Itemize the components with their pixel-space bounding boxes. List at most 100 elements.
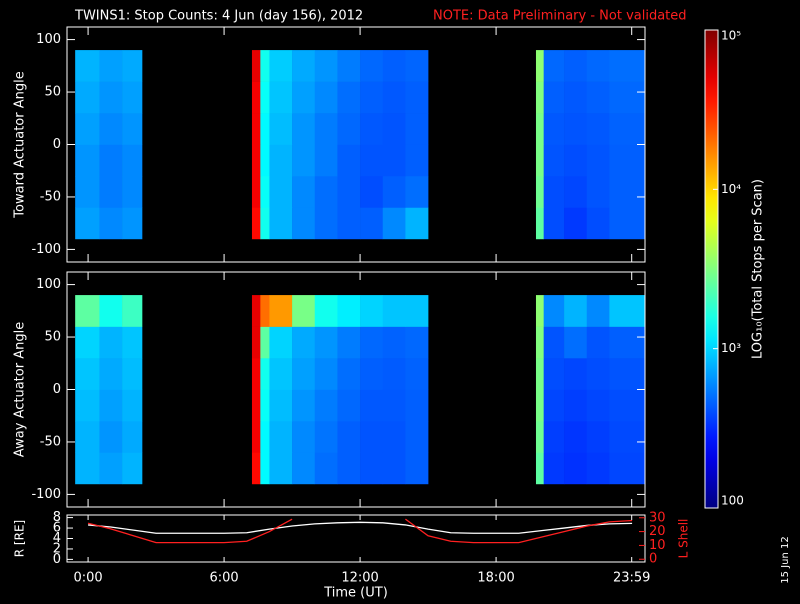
cell [360,50,384,82]
cell [564,175,588,208]
colorbar-tick-label: 10⁵ [721,29,741,43]
cell [586,81,610,114]
y-tick-label: 8 [53,510,61,525]
cell [269,207,293,240]
cell [122,420,143,453]
cell [260,326,270,359]
cell [75,389,100,422]
cell [405,389,429,422]
cell [314,452,338,485]
cell [405,452,429,485]
cell [314,389,338,422]
cell [122,389,143,422]
cell [314,207,338,240]
cell [360,144,384,177]
plot-area [87,518,633,544]
cell [269,420,293,453]
cell [360,326,384,359]
cell [382,81,406,114]
cell [122,144,143,177]
cell [251,452,261,485]
cell [609,81,646,114]
cell [586,207,610,240]
cell [75,326,100,359]
colorbar-tick-label: 10⁴ [721,182,741,196]
cell [314,113,338,145]
cell [99,175,123,208]
y-tick-label: 100 [36,277,61,292]
cell [260,295,270,327]
y-tick-label: -50 [40,189,61,204]
cell [337,452,361,485]
cell [269,175,293,208]
cell [122,326,143,359]
y-tick-label: 100 [36,32,61,47]
cell [251,50,261,82]
cell [251,358,261,390]
x-tick-label: 23:59 [613,571,650,586]
cell [269,113,293,145]
cell [564,81,588,114]
cell [564,452,588,485]
date-stamp: 15 Jun 12 [780,536,791,583]
cell [314,81,338,114]
cell [535,358,544,390]
cell [535,207,544,240]
colorbar-label: LOG₁₀(Total Stops per Scan) [751,179,766,359]
cell [122,295,143,327]
y-tick-label: -50 [40,434,61,449]
cell [360,358,384,390]
cell [586,452,610,485]
cell [586,144,610,177]
cell [99,113,123,145]
cell [122,81,143,114]
cell [75,295,100,327]
cell [535,81,544,114]
cell [99,207,123,240]
y-tick-label: 0 [53,382,61,397]
cell [586,389,610,422]
cell [260,113,270,145]
cell [314,295,338,327]
cell [382,113,406,145]
cell [292,326,316,359]
cell [75,207,100,240]
cell [609,175,646,208]
cell [251,81,261,114]
cell [292,358,316,390]
cell [609,420,646,453]
cell [251,144,261,177]
y-tick-label: 0 [53,137,61,152]
cell [586,420,610,453]
cell [337,207,361,240]
cell [337,358,361,390]
y-tick-label: 50 [44,330,61,345]
x-axis-label: Time (UT) [323,586,388,601]
cell [122,358,143,390]
cell [292,389,316,422]
cell [269,144,293,177]
cell [292,295,316,327]
y-tick-label: -100 [31,242,61,257]
cell [382,207,406,240]
cell [405,144,429,177]
y-axis-label: Away Actuator Angle [13,322,28,457]
y2-axis-label: L Shell [677,519,691,559]
cell [609,144,646,177]
cell [75,144,100,177]
cell [382,452,406,485]
y2-tick-label: 20 [649,524,666,539]
cell [535,295,544,327]
cell [292,207,316,240]
cell [382,358,406,390]
cell [251,389,261,422]
x-tick-label: 18:00 [477,571,514,586]
cell [99,326,123,359]
note: NOTE: Data Preliminary - Not validated [433,9,687,24]
y-tick-label: -100 [31,487,61,502]
cell [609,326,646,359]
cell [543,50,565,82]
cell [99,452,123,485]
cell [251,295,261,327]
